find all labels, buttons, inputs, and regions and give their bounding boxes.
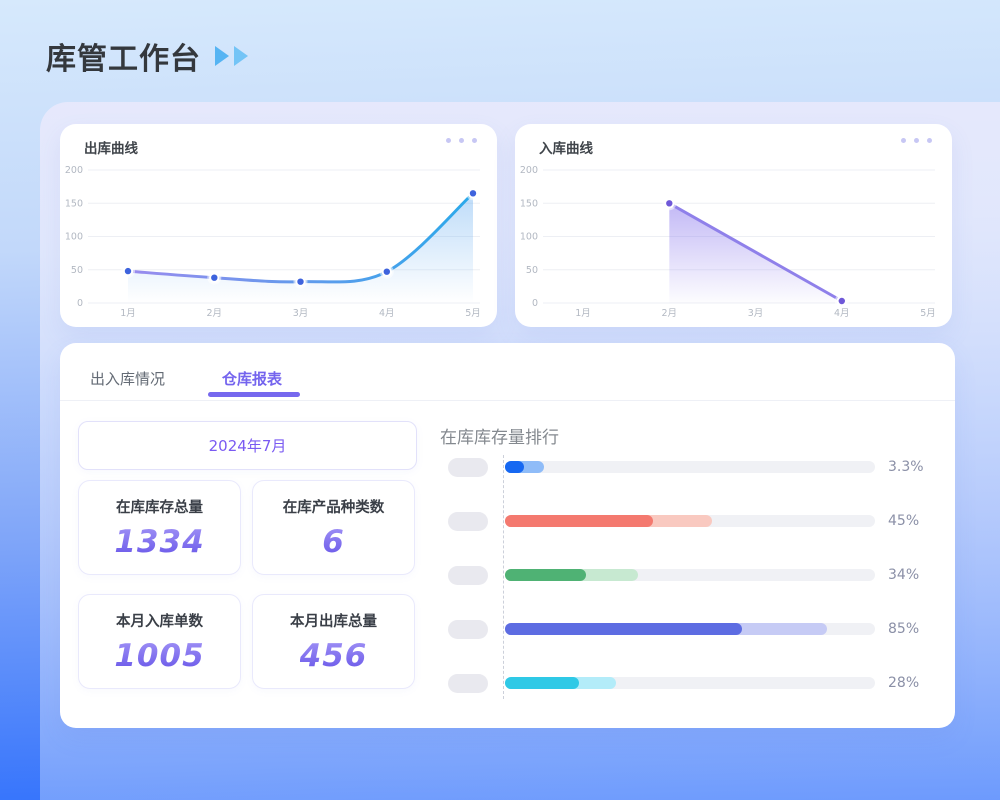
ranking-row: 28% xyxy=(448,673,924,693)
play-arrow-icon xyxy=(215,46,229,66)
card-header: 出库曲线 xyxy=(60,124,497,160)
rank-item-pill xyxy=(448,565,488,585)
ranking-title: 在库库存量排行 xyxy=(440,428,559,448)
svg-text:50: 50 xyxy=(526,265,538,276)
rank-bar-solid xyxy=(505,623,742,635)
more-options-icon[interactable] xyxy=(446,138,477,143)
inbound-chart-title: 入库曲线 xyxy=(539,141,593,157)
stat-value: 1005 xyxy=(114,637,205,674)
content-panel: 出库曲线 0 50 100 150 200 1月 2月 3月 4月 5月 入库曲线 0 50 100 1… xyxy=(40,102,1000,800)
inbound-chart-card: 入库曲线 0 50 100 150 200 1月 2月 3月 4月 5月 xyxy=(515,124,952,327)
rank-percent-label: 3.3% xyxy=(888,459,924,475)
outbound-line-chart: 0 50 100 150 200 1月 2月 3月 4月 5月 xyxy=(65,165,481,319)
stat-card-product-types: 在库产品种类数 6 xyxy=(252,480,415,575)
rank-bar-solid xyxy=(505,569,587,581)
tab-warehouse-report[interactable]: 仓库报表 xyxy=(222,370,283,388)
report-panel: 出入库情况 仓库报表 2024年7月 在库库存总量 1334 在库产品种类数 6… xyxy=(60,343,955,728)
rank-percent-label: 34% xyxy=(888,567,920,583)
rank-percent-label: 28% xyxy=(888,675,920,691)
stat-card-total-stock: 在库库存总量 1334 xyxy=(78,480,241,575)
svg-text:150: 150 xyxy=(65,198,83,209)
stat-label: 本月出库总量 xyxy=(290,613,377,630)
svg-text:2月: 2月 xyxy=(661,308,677,319)
rank-percent-label: 45% xyxy=(888,513,920,529)
svg-text:150: 150 xyxy=(520,198,538,209)
svg-text:4月: 4月 xyxy=(834,308,850,319)
svg-text:2月: 2月 xyxy=(206,308,222,319)
rank-bar-solid xyxy=(505,515,653,527)
svg-text:4月: 4月 xyxy=(379,308,395,319)
svg-text:0: 0 xyxy=(532,298,538,309)
ranking-row: 85% xyxy=(448,619,924,639)
svg-text:0: 0 xyxy=(77,298,83,309)
ranking-list: 3.3% 45% 34% 85% 28% xyxy=(448,457,924,727)
rank-bar-track xyxy=(505,461,875,473)
title-arrows xyxy=(215,46,248,66)
rank-item-pill xyxy=(448,619,488,639)
svg-text:3月: 3月 xyxy=(293,308,309,319)
svg-text:50: 50 xyxy=(71,265,83,276)
stat-label: 在库产品种类数 xyxy=(282,499,385,516)
card-header: 入库曲线 xyxy=(515,124,952,160)
stat-card-outbound-total: 本月出库总量 456 xyxy=(252,594,415,689)
stat-label: 在库库存总量 xyxy=(116,499,203,516)
ranking-baseline-dashed xyxy=(503,455,504,699)
inbound-line-chart: 0 50 100 150 200 1月 2月 3月 4月 5月 xyxy=(520,165,936,319)
ranking-row: 45% xyxy=(448,511,924,531)
svg-text:200: 200 xyxy=(520,165,538,176)
rank-bar-track xyxy=(505,623,875,635)
play-arrow-icon xyxy=(234,46,248,66)
tabs-divider xyxy=(60,400,955,401)
stat-label: 本月入库单数 xyxy=(116,613,203,630)
page-header: 库管工作台 xyxy=(46,34,248,78)
stats-grid: 在库库存总量 1334 在库产品种类数 6 本月入库单数 1005 本月出库总量… xyxy=(78,480,415,689)
rank-bar-solid xyxy=(505,677,579,689)
rank-bar-track xyxy=(505,569,875,581)
active-tab-indicator xyxy=(208,392,300,397)
month-selector-label: 2024年7月 xyxy=(208,437,287,455)
page-title: 库管工作台 xyxy=(46,42,201,77)
svg-text:100: 100 xyxy=(65,232,83,243)
stat-card-inbound-orders: 本月入库单数 1005 xyxy=(78,594,241,689)
month-selector[interactable]: 2024年7月 xyxy=(78,421,417,470)
svg-text:5月: 5月 xyxy=(465,308,481,319)
stat-value: 1334 xyxy=(114,523,205,560)
svg-text:1月: 1月 xyxy=(120,308,136,319)
svg-text:3月: 3月 xyxy=(748,308,764,319)
rank-percent-label: 85% xyxy=(888,621,920,637)
outbound-chart-card: 出库曲线 0 50 100 150 200 1月 2月 3月 4月 5月 xyxy=(60,124,497,327)
rank-bar-solid xyxy=(505,461,524,473)
rank-bar-track xyxy=(505,515,875,527)
rank-item-pill xyxy=(448,511,488,531)
ranking-row: 34% xyxy=(448,565,924,585)
outbound-chart-title: 出库曲线 xyxy=(84,141,138,157)
rank-item-pill xyxy=(448,457,488,477)
rank-bar-track xyxy=(505,677,875,689)
svg-text:200: 200 xyxy=(65,165,83,176)
more-options-icon[interactable] xyxy=(901,138,932,143)
rank-item-pill xyxy=(448,673,488,693)
svg-text:5月: 5月 xyxy=(920,308,936,319)
tab-inout-status[interactable]: 出入库情况 xyxy=(90,370,166,388)
svg-text:100: 100 xyxy=(520,232,538,243)
svg-text:1月: 1月 xyxy=(575,308,591,319)
stat-value: 6 xyxy=(322,523,345,560)
stat-value: 456 xyxy=(299,637,368,674)
ranking-row: 3.3% xyxy=(448,457,924,477)
